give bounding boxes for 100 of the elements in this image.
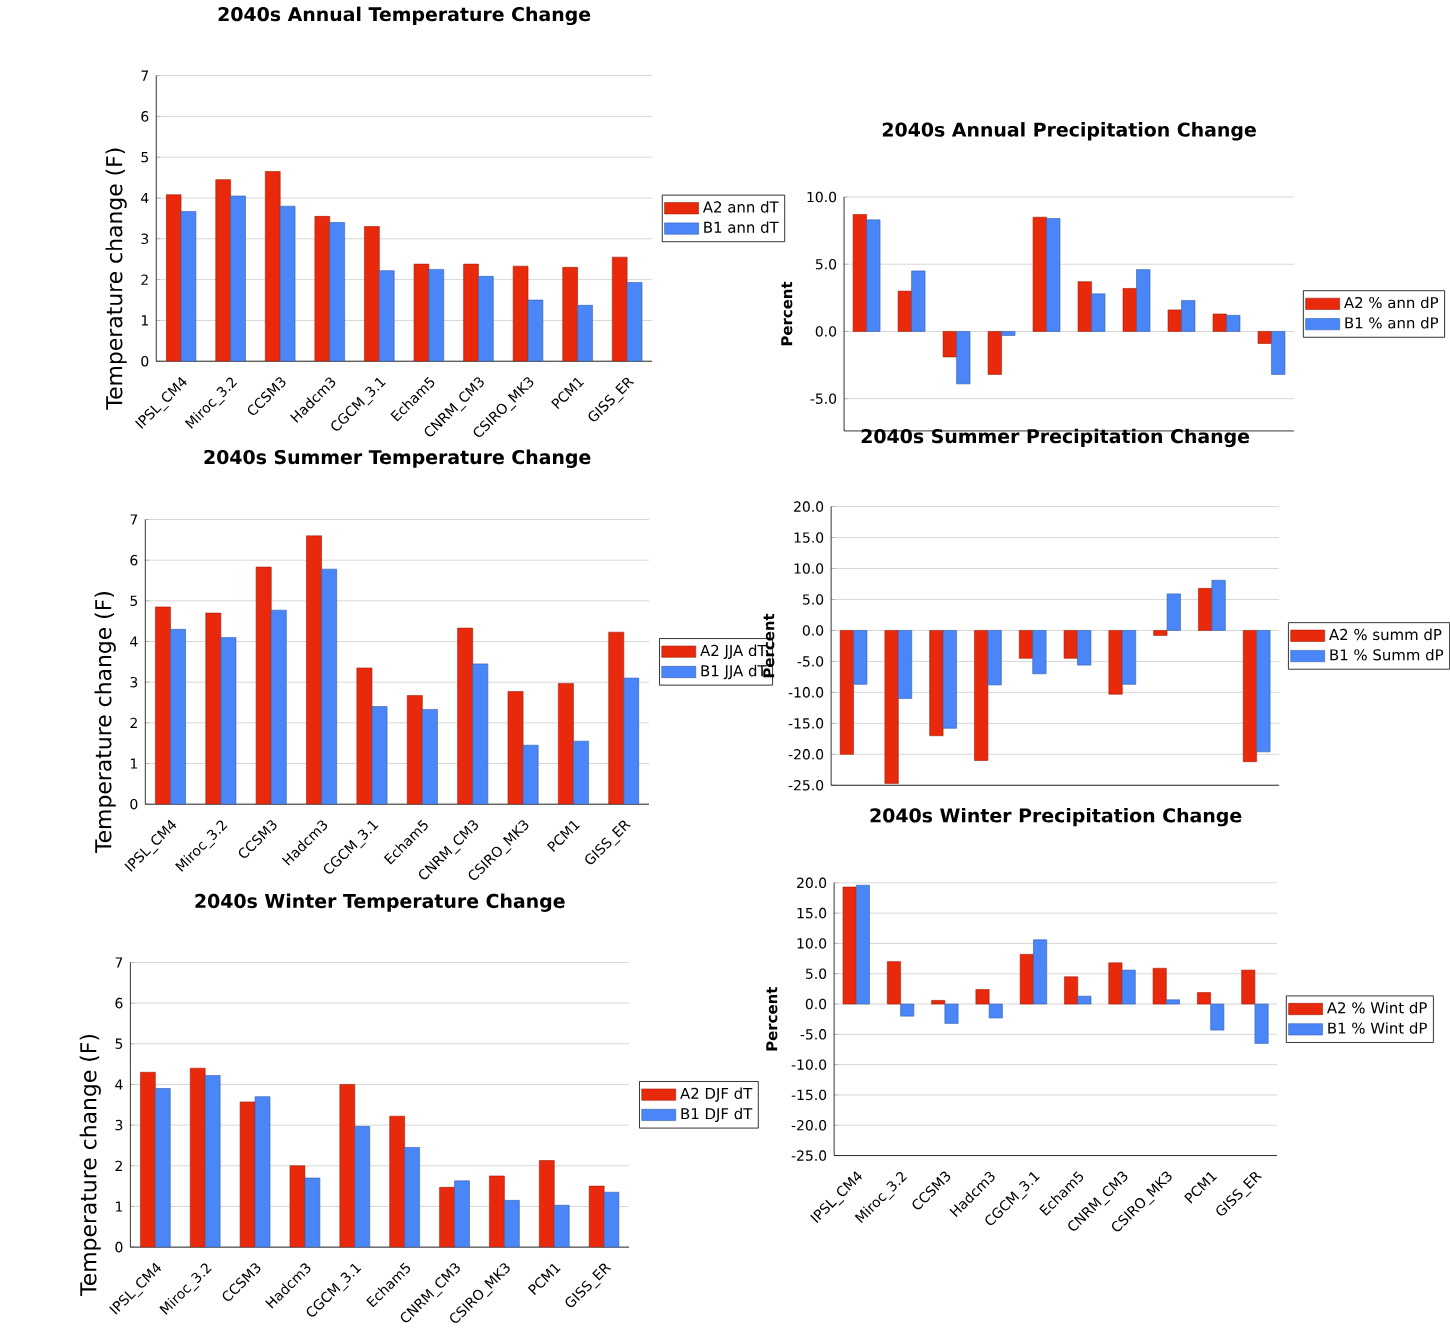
y-axis-title: Temperature change (F) bbox=[94, 592, 116, 854]
y-tick-label: -15.0 bbox=[788, 718, 824, 729]
y-tick-label: 3 bbox=[130, 676, 138, 688]
bar bbox=[1019, 954, 1034, 1005]
bar bbox=[987, 331, 1002, 375]
bar bbox=[853, 630, 868, 685]
bar bbox=[1271, 331, 1286, 375]
y-tick-label: 20.0 bbox=[797, 877, 827, 889]
y-tick-label: 0 bbox=[130, 798, 138, 810]
chart-title: 2040s Summer Temperature Change bbox=[204, 449, 591, 469]
bar bbox=[897, 290, 912, 332]
bar bbox=[1210, 1003, 1225, 1031]
y-tick-label: 5.0 bbox=[805, 968, 827, 980]
bar bbox=[522, 744, 539, 805]
bar bbox=[1257, 331, 1272, 344]
bar bbox=[1108, 962, 1123, 1005]
y-tick-label: 0.0 bbox=[815, 326, 837, 337]
bar bbox=[270, 609, 287, 805]
bar bbox=[1181, 300, 1196, 332]
bar bbox=[205, 612, 222, 805]
bar bbox=[573, 740, 589, 805]
bar bbox=[454, 1180, 470, 1248]
bar bbox=[886, 961, 901, 1005]
bar bbox=[1032, 216, 1047, 332]
bar bbox=[1001, 331, 1016, 336]
y-tick-label: 5 bbox=[141, 152, 149, 163]
y-tick-label: 0.0 bbox=[805, 998, 827, 1010]
bar bbox=[265, 171, 281, 362]
bar bbox=[1212, 313, 1227, 332]
bar bbox=[1256, 630, 1271, 753]
y-tick-label: -25.0 bbox=[791, 1150, 827, 1161]
bar bbox=[170, 629, 186, 805]
bar bbox=[155, 1088, 171, 1248]
bar bbox=[866, 219, 881, 332]
bar bbox=[1032, 630, 1047, 675]
y-tick-label: 2 bbox=[141, 274, 148, 285]
bar bbox=[289, 1165, 306, 1248]
bar bbox=[1136, 269, 1151, 332]
bar bbox=[189, 1067, 206, 1248]
bar bbox=[1167, 309, 1182, 332]
y-tick-label: 15.0 bbox=[794, 532, 824, 543]
y-tick-label: 0.0 bbox=[802, 625, 824, 636]
bar bbox=[406, 695, 423, 805]
legend-label: B1 % ann dP bbox=[1345, 317, 1439, 329]
chart-title: 2040s Summer Precipitation Change bbox=[861, 428, 1250, 448]
y-tick-label: 6 bbox=[141, 111, 149, 122]
bar bbox=[1091, 293, 1106, 332]
bar bbox=[539, 1160, 555, 1248]
legend-label: B1 % Summ dP bbox=[1330, 648, 1444, 661]
bar bbox=[988, 1003, 1003, 1019]
bar bbox=[1077, 995, 1092, 1005]
bar bbox=[329, 222, 345, 362]
y-axis-title: Temperature change (F) bbox=[105, 148, 127, 410]
bar bbox=[306, 535, 322, 805]
legend-label: B1 ann dT bbox=[704, 221, 779, 234]
bar bbox=[1121, 630, 1137, 685]
chart-title: 2040s Winter Precipitation Change bbox=[870, 807, 1242, 827]
bar bbox=[1077, 630, 1092, 666]
chart-title: 2040s Winter Temperature Change bbox=[195, 893, 565, 913]
bar bbox=[898, 630, 913, 699]
y-tick-label: 3 bbox=[141, 233, 149, 245]
chart-title: 2040s Annual Temperature Change bbox=[218, 6, 591, 26]
y-tick-label: 1 bbox=[116, 1201, 123, 1212]
bar bbox=[239, 1101, 256, 1248]
y-tick-label: -10.0 bbox=[788, 687, 824, 698]
y-tick-label: 3 bbox=[115, 1119, 123, 1131]
y-tick-label: -25.0 bbox=[788, 780, 824, 791]
bar bbox=[855, 885, 870, 1005]
bar bbox=[577, 305, 593, 362]
legend-label: A2 ann dT bbox=[702, 201, 779, 213]
bar bbox=[975, 989, 990, 1005]
bar bbox=[457, 627, 474, 805]
bar bbox=[842, 886, 857, 1005]
bar bbox=[588, 1185, 605, 1248]
bar bbox=[1121, 969, 1136, 1005]
y-tick-label: 10.0 bbox=[794, 563, 824, 574]
bar bbox=[1033, 939, 1048, 1005]
bar bbox=[944, 1003, 959, 1024]
y-tick-label: 6 bbox=[130, 554, 138, 566]
y-axis-title: Percent bbox=[766, 987, 778, 1051]
y-tick-label: 10.0 bbox=[797, 938, 827, 949]
y-tick-label: 0 bbox=[115, 1241, 123, 1253]
legend-label: B1 % Wint dP bbox=[1328, 1022, 1427, 1034]
y-tick-label: -10.0 bbox=[791, 1059, 827, 1070]
bar bbox=[478, 276, 494, 362]
bar bbox=[472, 663, 489, 805]
bar bbox=[1046, 218, 1061, 332]
bar bbox=[1064, 976, 1079, 1005]
y-tick-label: 6 bbox=[115, 997, 123, 1009]
bar bbox=[155, 606, 171, 805]
y-tick-label: -5.0 bbox=[800, 1029, 827, 1040]
y-tick-label: -20.0 bbox=[791, 1120, 827, 1131]
bar bbox=[204, 1075, 221, 1248]
y-tick-label: 2 bbox=[115, 1160, 122, 1172]
bar bbox=[439, 1187, 455, 1248]
bar bbox=[1077, 281, 1092, 332]
chart-title: 2040s Annual Precipitation Change bbox=[882, 122, 1256, 141]
bar bbox=[389, 1115, 405, 1248]
y-tick-label: 1 bbox=[141, 315, 148, 326]
bar bbox=[1166, 593, 1181, 631]
